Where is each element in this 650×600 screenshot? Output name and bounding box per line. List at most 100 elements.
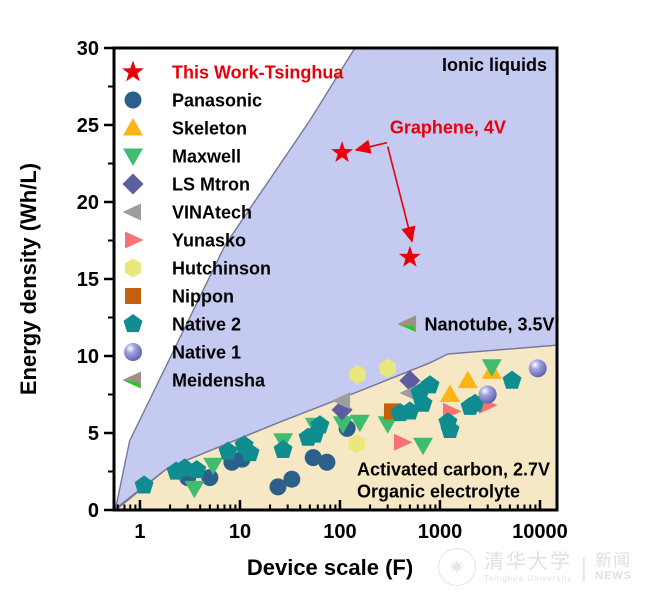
data-point (457, 370, 478, 389)
data-point (413, 393, 433, 412)
data-point (269, 478, 287, 496)
watermark-news-en: NEWS (595, 570, 633, 582)
legend-marker-sphere-icon (124, 343, 142, 361)
data-point (318, 453, 336, 471)
legend-marker-pentagon-icon (123, 314, 143, 333)
data-point (440, 384, 460, 402)
legend-marker-triangle-up-icon (123, 118, 143, 136)
legend-label: Panasonic (172, 91, 262, 111)
legend-marker-triangle-down-icon (123, 148, 143, 166)
nanotube-label: Nanotube, 3.5V (424, 314, 554, 334)
activated-carbon-region (114, 344, 557, 510)
data-point (377, 416, 398, 434)
legend-marker-circle-icon (124, 91, 142, 109)
data-point (413, 437, 433, 456)
legend-item-ls-mtron: LS Mtron (122, 173, 250, 195)
activated-carbon-line2: Organic electrolyte (357, 482, 520, 502)
data-point (331, 141, 353, 162)
series-native-1 (478, 359, 547, 404)
x-tick-label: 100 (323, 521, 356, 543)
data-point (203, 457, 224, 476)
legend-marker-square-icon (125, 288, 141, 304)
legend-item-maxwell: Maxwell (123, 147, 241, 167)
series-this-work-tsinghua (331, 141, 421, 267)
data-point-accent (398, 324, 416, 332)
data-point (478, 385, 497, 404)
x-tick-label: 1 (134, 521, 145, 543)
legend-marker-star-icon (122, 60, 144, 82)
data-point (218, 441, 238, 460)
y-axis-title: Energy density (Wh/L) (16, 163, 41, 395)
legend-label: Native 1 (172, 343, 241, 363)
data-point (379, 358, 396, 378)
data-point (394, 433, 413, 451)
shaded-regions (114, 48, 557, 510)
y-tick-label: 30 (77, 38, 99, 60)
legend-marker-triangle-left-duo-icon-accent (123, 380, 141, 388)
legend-item-this-work-tsinghua: This Work-Tsinghua (122, 60, 344, 83)
data-point (349, 365, 366, 384)
x-tick-label: 1000 (418, 521, 463, 543)
x-axis-title: Device scale (F) (247, 555, 413, 580)
chart-legend: This Work-Tsinghua Panasonic Skeleton Maxwe… (122, 60, 344, 391)
watermark-university-zh: 清华大学 (484, 550, 572, 573)
legend-item-panasonic: Panasonic (124, 91, 262, 111)
legend-label: Skeleton (172, 119, 247, 139)
x-tick-label: 10 (229, 521, 251, 543)
data-point (240, 443, 260, 462)
annotation-arrow (354, 139, 388, 154)
legend-item-meidensha: Meidensha (122, 371, 266, 391)
y-tick-label: 15 (77, 269, 99, 291)
data-point (398, 245, 421, 267)
legend-label: Maxwell (172, 147, 241, 167)
y-tick-label: 0 (88, 500, 99, 522)
annotation-arrow (386, 146, 416, 243)
legend-marker-triangle-left-icon (122, 203, 141, 221)
data-point (502, 370, 522, 389)
legend-marker-diamond-icon (122, 173, 144, 195)
legend-label: Hutchinson (172, 259, 271, 279)
scatter-points (134, 141, 547, 499)
legend-label: Nippon (172, 287, 234, 307)
watermark-news-zh: 新闻 (595, 551, 632, 570)
data-point (331, 392, 351, 410)
data-point (184, 480, 205, 499)
legend-label: LS Mtron (172, 175, 250, 195)
legend-label: Meidensha (172, 371, 266, 391)
data-point (440, 419, 460, 438)
data-point (304, 449, 322, 467)
legend-label: Yunasko (172, 231, 246, 251)
activated-carbon-line1: Activated carbon, 2.7V (357, 460, 550, 480)
y-tick-label: 10 (77, 346, 99, 368)
data-point (332, 416, 353, 434)
annotation-labels: Ionic liquids Graphene, 4V Nanotube, 3.5V A… (357, 55, 555, 502)
data-point (349, 414, 370, 433)
series-hutchinson (348, 358, 396, 454)
data-point (481, 359, 502, 377)
plot-frame (112, 46, 559, 512)
tsinghua-news-watermark: ✷ 清华大学 Tsinghua University | 新闻 NEWS (438, 538, 650, 596)
axes-ticks: 1 10 100 1000 10000 0 5 10 15 20 25 30 (77, 38, 568, 543)
legend-item-yunasko: Yunasko (125, 231, 246, 251)
data-point (400, 401, 420, 420)
legend-label: VINAtech (172, 203, 252, 223)
annotation-arrows (354, 139, 416, 243)
data-point (134, 475, 154, 494)
legend-marker-hexagon-icon (124, 258, 142, 278)
data-point (273, 439, 293, 458)
watermark-university-en: Tsinghua University (484, 573, 573, 583)
y-tick-label: 25 (77, 115, 99, 137)
series-native-2 (134, 370, 522, 494)
x-tick-label: 10000 (512, 521, 568, 543)
data-point (283, 470, 301, 488)
legend-item-vinatech: VINAtech (122, 203, 252, 223)
data-point (310, 415, 330, 434)
y-tick-label: 20 (77, 192, 99, 214)
data-point (348, 434, 365, 454)
data-point (420, 375, 440, 394)
series-maxwell (184, 359, 502, 499)
legend-item-native-1: Native 1 (124, 343, 241, 363)
y-tick-label: 5 (88, 423, 99, 445)
series-meidensha (397, 315, 417, 333)
